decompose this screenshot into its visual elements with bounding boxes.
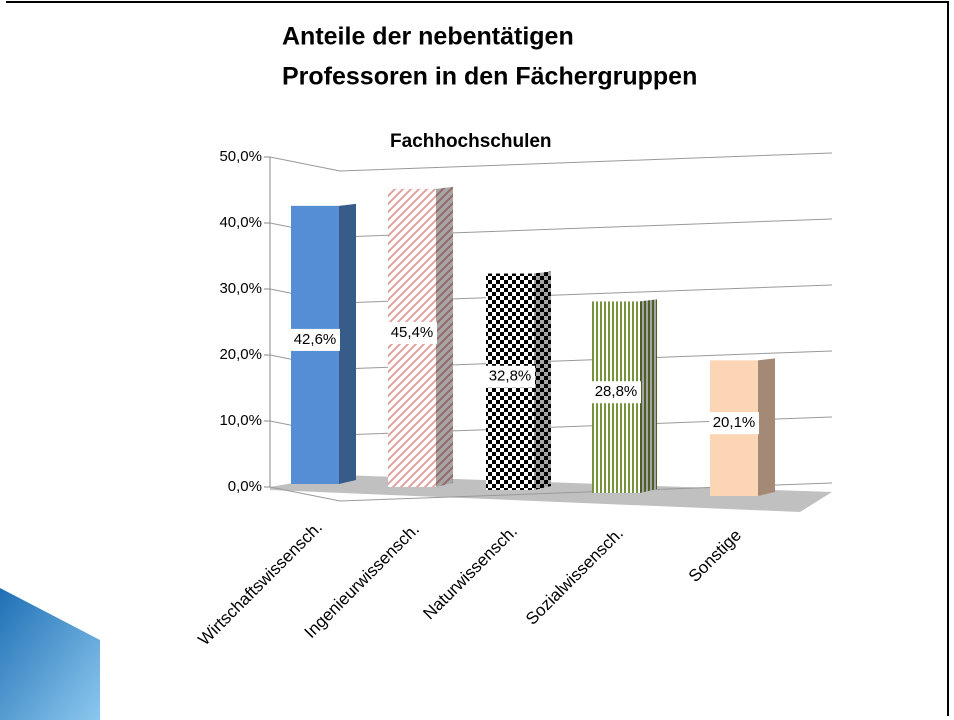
y-tick-label: 50,0% [219,148,262,165]
title-line: Anteile der nebentätigen [282,23,574,51]
bar-side-shade [436,187,453,487]
y-tick-label: 20,0% [219,346,262,363]
subtitle: Fachhochschulen [390,131,552,152]
value-label: 28,8% [595,383,638,400]
y-tick-label: 30,0% [219,280,262,297]
bar-side-shade [640,299,657,493]
background [0,0,954,720]
value-label: 42,6% [294,331,337,348]
y-tick-label: 0,0% [228,478,262,495]
y-tick-label: 10,0% [219,412,262,429]
value-label: 20,1% [713,414,756,431]
title-line: Professoren in den Fächergruppen [282,63,697,91]
bar-side-shade [758,358,775,496]
bar-side-shade [339,204,356,484]
page: Anteile der nebentätigen Professoren in … [0,0,954,720]
slide: Anteile der nebentätigen Professoren in … [0,0,954,720]
value-label: 32,8% [489,368,532,385]
value-label: 45,4% [391,324,434,341]
bar-side-shade [534,272,551,490]
y-tick-label: 40,0% [219,214,262,231]
